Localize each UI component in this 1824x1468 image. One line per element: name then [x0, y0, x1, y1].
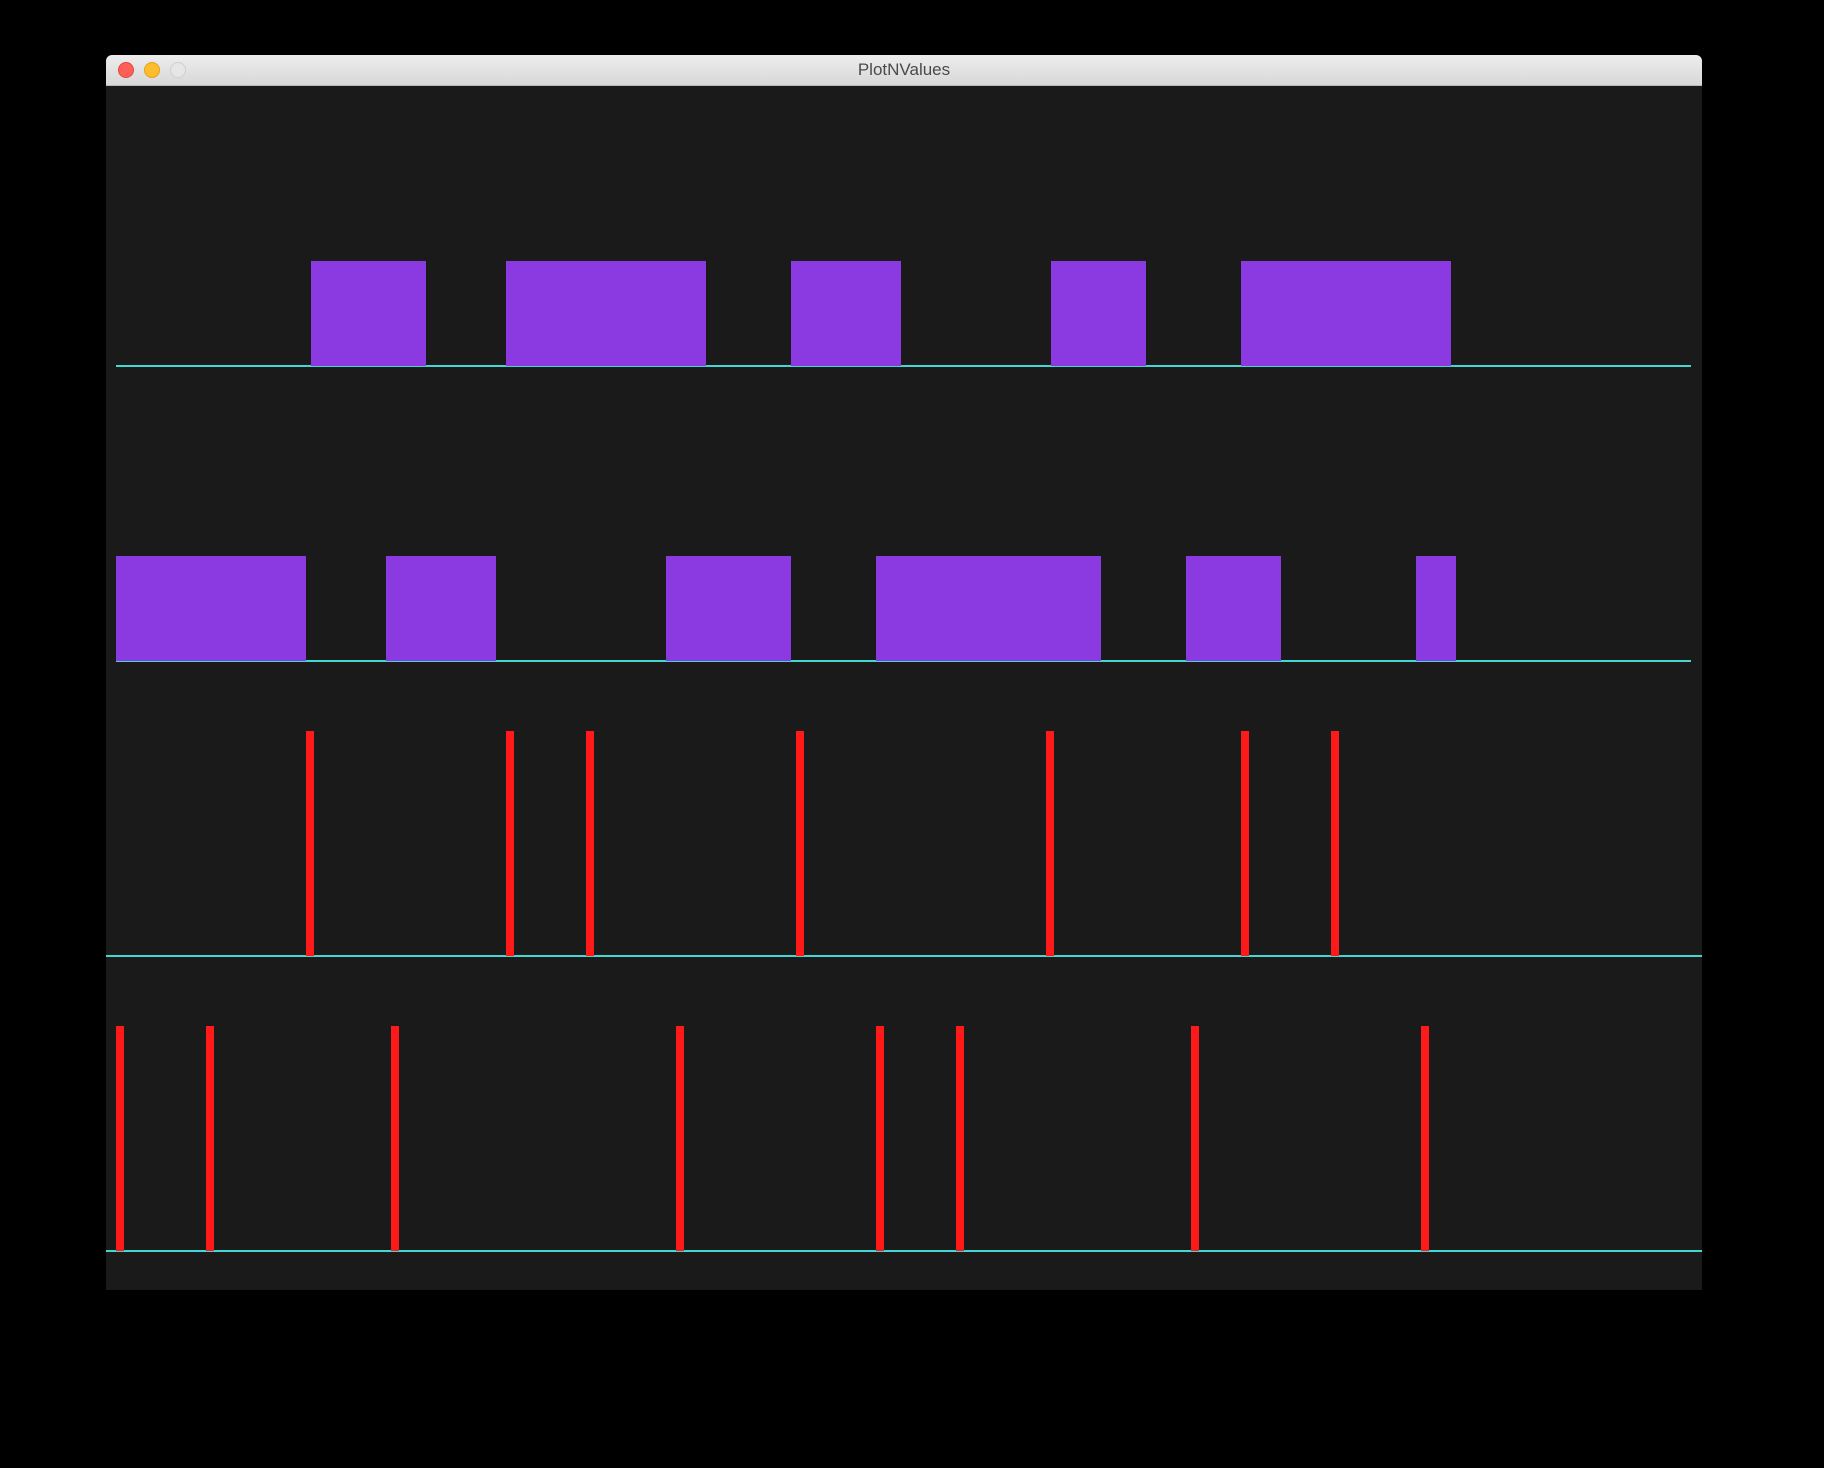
track-4-spike: [1191, 1026, 1199, 1251]
app-window: PlotNValues: [106, 55, 1702, 1290]
track-4-spike: [676, 1026, 684, 1251]
track-4-spike: [956, 1026, 964, 1251]
track-4-spike: [391, 1026, 399, 1251]
track-4-spike: [876, 1026, 884, 1251]
window-titlebar[interactable]: PlotNValues: [106, 55, 1702, 86]
minimize-icon[interactable]: [144, 62, 160, 78]
maximize-icon[interactable]: [170, 62, 186, 78]
track-4-baseline: [106, 1250, 1702, 1252]
track-4: [106, 86, 1702, 1290]
close-icon[interactable]: [118, 62, 134, 78]
window-title: PlotNValues: [106, 60, 1702, 80]
track-4-spike: [116, 1026, 124, 1251]
plot-canvas: [106, 86, 1702, 1290]
traffic-lights: [106, 62, 186, 78]
track-4-spike: [1421, 1026, 1429, 1251]
track-4-spike: [206, 1026, 214, 1251]
desktop-background: PlotNValues: [0, 0, 1824, 1468]
